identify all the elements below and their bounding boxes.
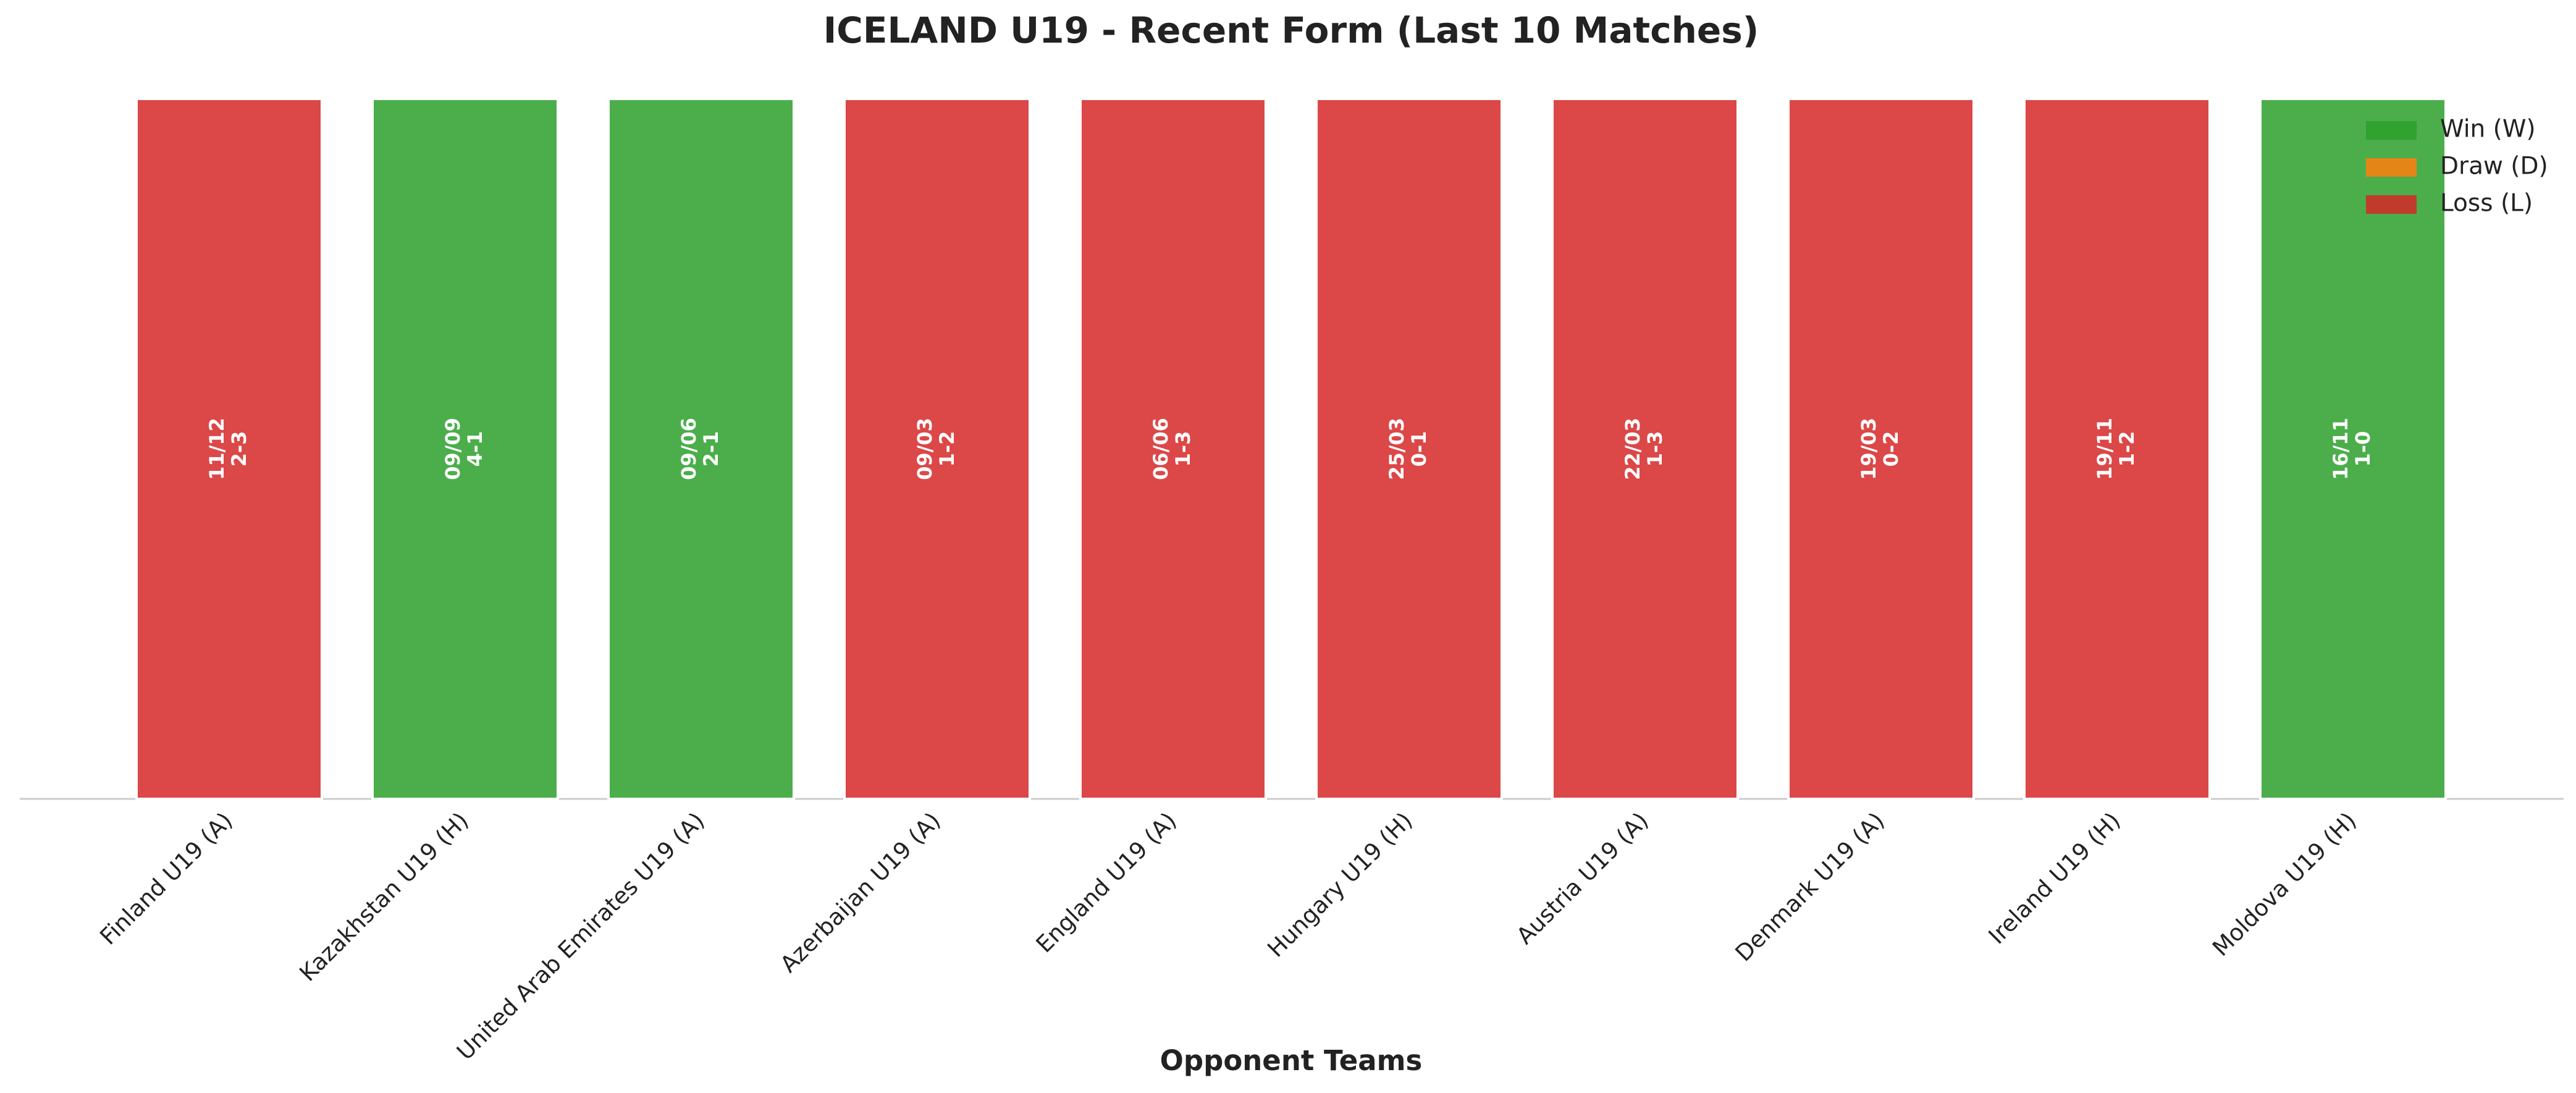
x-tick-label: Azerbaijan U19 (A) (775, 807, 946, 977)
bar-score-label: 4-1 (463, 431, 487, 467)
bar-date-label: 19/11 (2093, 418, 2116, 480)
legend-swatch (2366, 158, 2417, 177)
bar-score-label: 2-1 (699, 431, 723, 467)
chart-title: ICELAND U19 - Recent Form (Last 10 Match… (823, 9, 1759, 51)
bar (1315, 98, 1503, 800)
bar-score-label: 1-2 (935, 431, 959, 467)
legend-swatch (2366, 121, 2417, 140)
bar-date-label: 09/09 (441, 418, 465, 480)
bar-score-label: 1-3 (1171, 431, 1195, 467)
x-tick-label: Finland U19 (A) (95, 807, 238, 950)
legend-label: Draw (D) (2440, 153, 2548, 180)
bar-date-label: 16/11 (2329, 418, 2352, 480)
bar-score-label: 0-1 (1407, 431, 1431, 467)
bar-date-label: 09/03 (913, 418, 937, 480)
bar-score-label: 1-3 (1643, 431, 1667, 467)
bar (843, 98, 1031, 800)
x-tick-label: England U19 (A) (1031, 807, 1182, 958)
legend-label: Loss (L) (2440, 190, 2533, 217)
bar-score-label: 1-2 (2115, 431, 2139, 467)
bar-date-label: 11/12 (205, 418, 229, 480)
bar (2259, 98, 2447, 800)
legend-swatch (2366, 195, 2417, 214)
bar (135, 98, 323, 800)
x-axis-label: Opponent Teams (1160, 1044, 1423, 1077)
bar-date-label: 22/03 (1621, 418, 1644, 480)
bar (371, 98, 559, 800)
bar-date-label: 09/06 (677, 418, 701, 480)
bar-date-label: 25/03 (1385, 418, 1408, 480)
bar-date-label: 19/03 (1857, 418, 1880, 480)
bar-score-label: 1-0 (2351, 431, 2375, 467)
bar-date-label: 06/06 (1149, 418, 1172, 480)
bar (2023, 98, 2211, 800)
x-tick-label: Hungary U19 (H) (1263, 807, 1418, 962)
x-tick-label: Austria U19 (A) (1512, 807, 1654, 949)
x-tick-label: Ireland U19 (H) (1984, 807, 2126, 949)
x-tick-label: United Arab Emirates U19 (A) (452, 807, 710, 1065)
bar (1551, 98, 1739, 800)
bar (1787, 98, 1975, 800)
x-tick-label: Moldova U19 (H) (2207, 807, 2362, 961)
bar (607, 98, 795, 800)
bar-score-label: 0-2 (1879, 431, 1903, 467)
x-tick-label: Kazakhstan U19 (H) (294, 807, 473, 986)
legend-label: Win (W) (2440, 116, 2536, 143)
bar-score-label: 2-3 (227, 431, 251, 467)
x-tick-label: Denmark U19 (A) (1730, 807, 1890, 966)
bar (1079, 98, 1267, 800)
